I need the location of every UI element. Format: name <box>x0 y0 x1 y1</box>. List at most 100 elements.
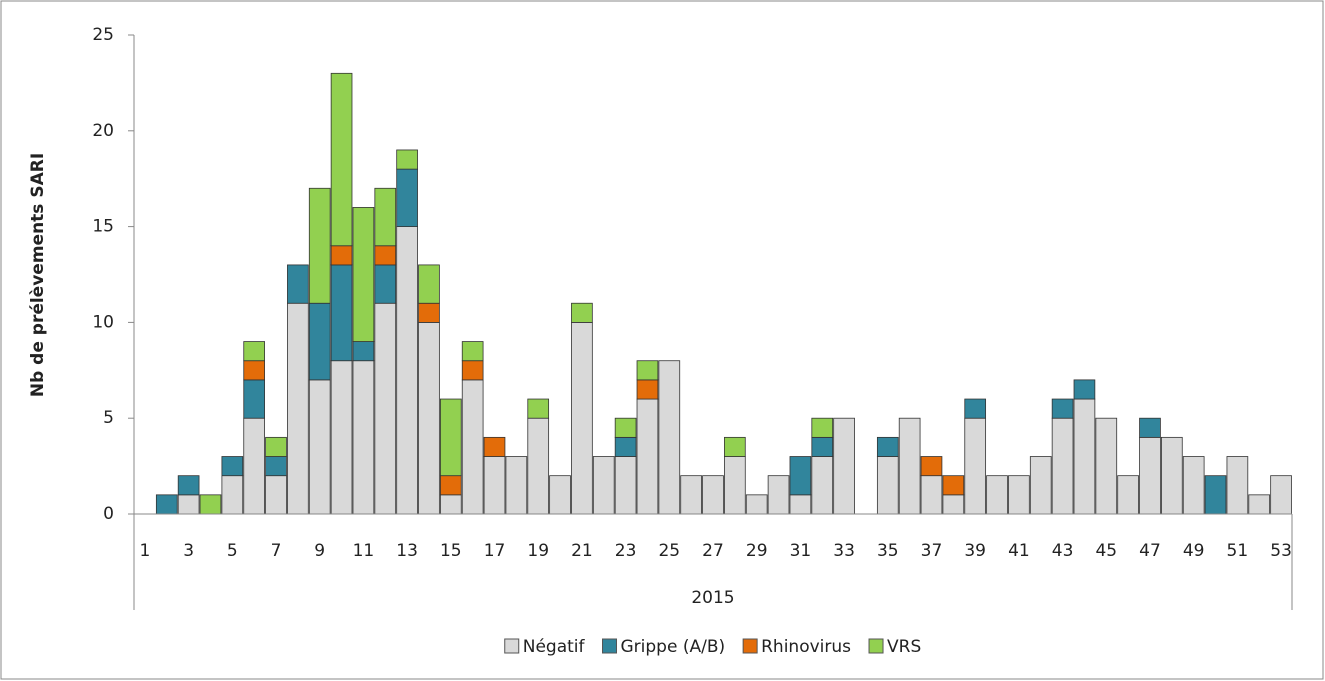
bar-segment <box>374 264 397 304</box>
bar-segment <box>243 379 265 419</box>
bar-segment <box>221 475 244 515</box>
legend-label: Rhinovirus <box>761 637 851 657</box>
y-tick-label: 25 <box>92 25 114 45</box>
x-tick-label: 43 <box>1052 541 1074 561</box>
bar-segment <box>833 417 855 515</box>
bar-segment <box>352 207 375 342</box>
bar-segment <box>1139 436 1161 515</box>
bar-segment <box>614 436 637 457</box>
bar-segment <box>177 475 200 496</box>
bar-segment <box>614 456 637 515</box>
bar-segment <box>418 302 440 323</box>
bar-segment <box>942 494 965 515</box>
bar-segment <box>1117 475 1139 515</box>
bar-segment <box>439 398 462 477</box>
bar-segment <box>811 456 834 515</box>
bar-segment <box>964 398 987 419</box>
bar-segment <box>243 341 265 362</box>
bar-segment <box>396 168 418 227</box>
bar-segment <box>1182 456 1205 515</box>
legend-label: VRS <box>887 637 921 657</box>
bar-segment <box>724 456 746 515</box>
x-tick-label: 21 <box>571 541 593 561</box>
bar-segment <box>396 149 418 170</box>
x-tick-label: 45 <box>1095 541 1117 561</box>
bar-segment <box>483 436 506 457</box>
bar-segment <box>352 360 375 515</box>
x-tick-label: 41 <box>1008 541 1030 561</box>
legend-swatch <box>868 638 884 654</box>
bar-segment <box>1008 475 1030 515</box>
bar-segment <box>330 360 353 515</box>
bar-segment <box>571 302 593 323</box>
x-tick-label: 51 <box>1227 541 1249 561</box>
bar-segment <box>352 341 375 362</box>
bar-segment <box>680 475 702 515</box>
bar-segment <box>876 456 899 515</box>
bar-segment <box>439 494 462 515</box>
x-tick-label: 25 <box>658 541 680 561</box>
legend-swatch <box>504 638 520 654</box>
bar-segment <box>155 494 178 515</box>
bar-segment <box>942 475 965 496</box>
bar-segment <box>330 72 353 247</box>
x-tick-label: 35 <box>877 541 899 561</box>
bar-segment <box>898 417 921 515</box>
bar-segment <box>1051 417 1074 515</box>
x-group-label: 2015 <box>691 588 734 608</box>
y-tick-label: 5 <box>103 408 114 428</box>
bar-segment <box>592 456 615 515</box>
bar-segment <box>549 475 571 515</box>
bar-segment <box>920 456 943 477</box>
bar-segment <box>571 321 593 515</box>
bar-segment <box>1095 417 1118 515</box>
legend-label: Négatif <box>523 637 586 657</box>
x-tick-label: 11 <box>353 541 375 561</box>
bar-segment <box>265 456 287 477</box>
bar-segment <box>177 494 200 515</box>
bar-segment <box>986 475 1008 515</box>
bar-segment <box>1073 379 1096 400</box>
x-tick-label: 9 <box>314 541 325 561</box>
bar-segment <box>789 456 812 496</box>
bar-segment <box>505 456 528 515</box>
bar-segment <box>527 417 550 515</box>
x-tick-label: 37 <box>921 541 943 561</box>
bar-segment <box>330 245 353 266</box>
x-tick-label: 3 <box>183 541 194 561</box>
bar-segment <box>636 360 659 381</box>
bar-segment <box>483 456 506 515</box>
bar-segment <box>1073 398 1096 515</box>
x-tick-label: 27 <box>702 541 724 561</box>
bar-segment <box>724 436 746 457</box>
legend-swatch <box>602 638 618 654</box>
bar-segment <box>1204 475 1227 515</box>
bar-segment <box>811 417 834 438</box>
bar-segment <box>461 360 484 381</box>
bar-segment <box>418 321 440 515</box>
bar-segment <box>920 475 943 515</box>
x-tick-label: 23 <box>615 541 637 561</box>
bar-segment <box>1270 475 1292 515</box>
x-tick-label: 17 <box>484 541 506 561</box>
bar-segment <box>243 360 265 381</box>
bar-segment <box>374 302 397 515</box>
bar-segment <box>1248 494 1271 515</box>
bar-segment <box>330 264 353 362</box>
bar-segment <box>221 456 244 477</box>
x-tick-label: 29 <box>746 541 768 561</box>
x-tick-label: 49 <box>1183 541 1205 561</box>
x-tick-label: 7 <box>271 541 282 561</box>
bar-segment <box>287 264 309 304</box>
bar-segment <box>1226 456 1249 515</box>
x-tick-label: 19 <box>527 541 549 561</box>
bar-segment <box>876 436 899 457</box>
bar-segment <box>767 475 790 515</box>
bar-segment <box>265 475 287 515</box>
bar-segment <box>199 494 222 515</box>
x-tick-label: 15 <box>440 541 462 561</box>
bar-segment <box>308 302 331 381</box>
x-tick-label: 47 <box>1139 541 1161 561</box>
bar-segment <box>964 417 987 515</box>
